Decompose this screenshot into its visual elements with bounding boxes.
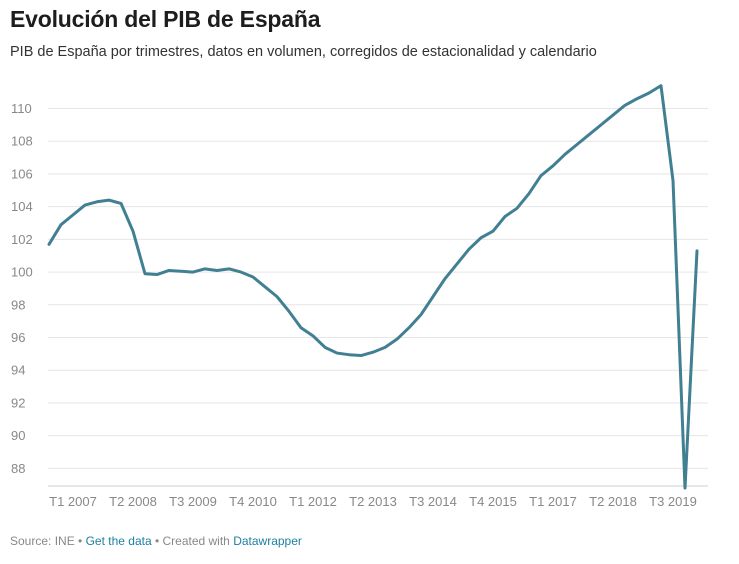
- x-tick-label: T2 2018: [589, 494, 637, 509]
- y-tick-label: 90: [11, 428, 25, 443]
- y-tick-label: 88: [11, 461, 25, 476]
- y-tick-label: 102: [11, 232, 33, 247]
- chart-title: Evolución del PIB de España: [10, 6, 321, 32]
- y-axis-labels: 88 90 92 94 96 98 100 102 104 106 108 110: [11, 101, 33, 476]
- y-tick-label: 92: [11, 395, 25, 410]
- footer-separator: •: [74, 534, 86, 548]
- source-note: Source: INE: [10, 534, 75, 548]
- y-tick-label: 110: [11, 101, 32, 116]
- y-tick-label: 98: [11, 297, 25, 312]
- x-tick-label: T1 2017: [529, 494, 577, 509]
- x-tick-label: T1 2007: [49, 494, 97, 509]
- y-tick-label: 100: [11, 265, 33, 280]
- y-tick-label: 104: [11, 199, 33, 214]
- chart-subtitle: PIB de España por trimestres, datos en v…: [10, 44, 597, 60]
- x-tick-label: T4 2015: [469, 494, 517, 509]
- x-tick-label: T3 2009: [169, 494, 217, 509]
- datawrapper-link[interactable]: Datawrapper: [233, 534, 302, 548]
- x-tick-label: T2 2013: [349, 494, 397, 509]
- footer-created-with: • Created with: [151, 534, 234, 548]
- x-tick-label: T3 2014: [409, 494, 457, 509]
- y-tick-label: 108: [11, 134, 33, 149]
- gdp-series-line: [47, 84, 699, 490]
- x-tick-label: T4 2010: [229, 494, 277, 509]
- line-chart: 88 90 92 94 96 98 100 102 104 106 108 110 T1 2007 T2…: [11, 84, 708, 509]
- x-tick-label: T2 2008: [109, 494, 157, 509]
- x-tick-label: T1 2012: [289, 494, 337, 509]
- x-axis-labels: T1 2007 T2 2008 T3 2009 T4 2010 T1 2012 T2 20…: [49, 494, 697, 509]
- get-data-link[interactable]: Get the data: [85, 534, 152, 548]
- y-tick-label: 106: [11, 166, 33, 181]
- footer: Source: INE • Get the data • Created wit…: [10, 534, 302, 548]
- y-tick-label: 94: [11, 363, 25, 378]
- gridlines: [48, 108, 708, 487]
- x-tick-label: T3 2019: [649, 494, 697, 509]
- y-tick-label: 96: [11, 330, 25, 345]
